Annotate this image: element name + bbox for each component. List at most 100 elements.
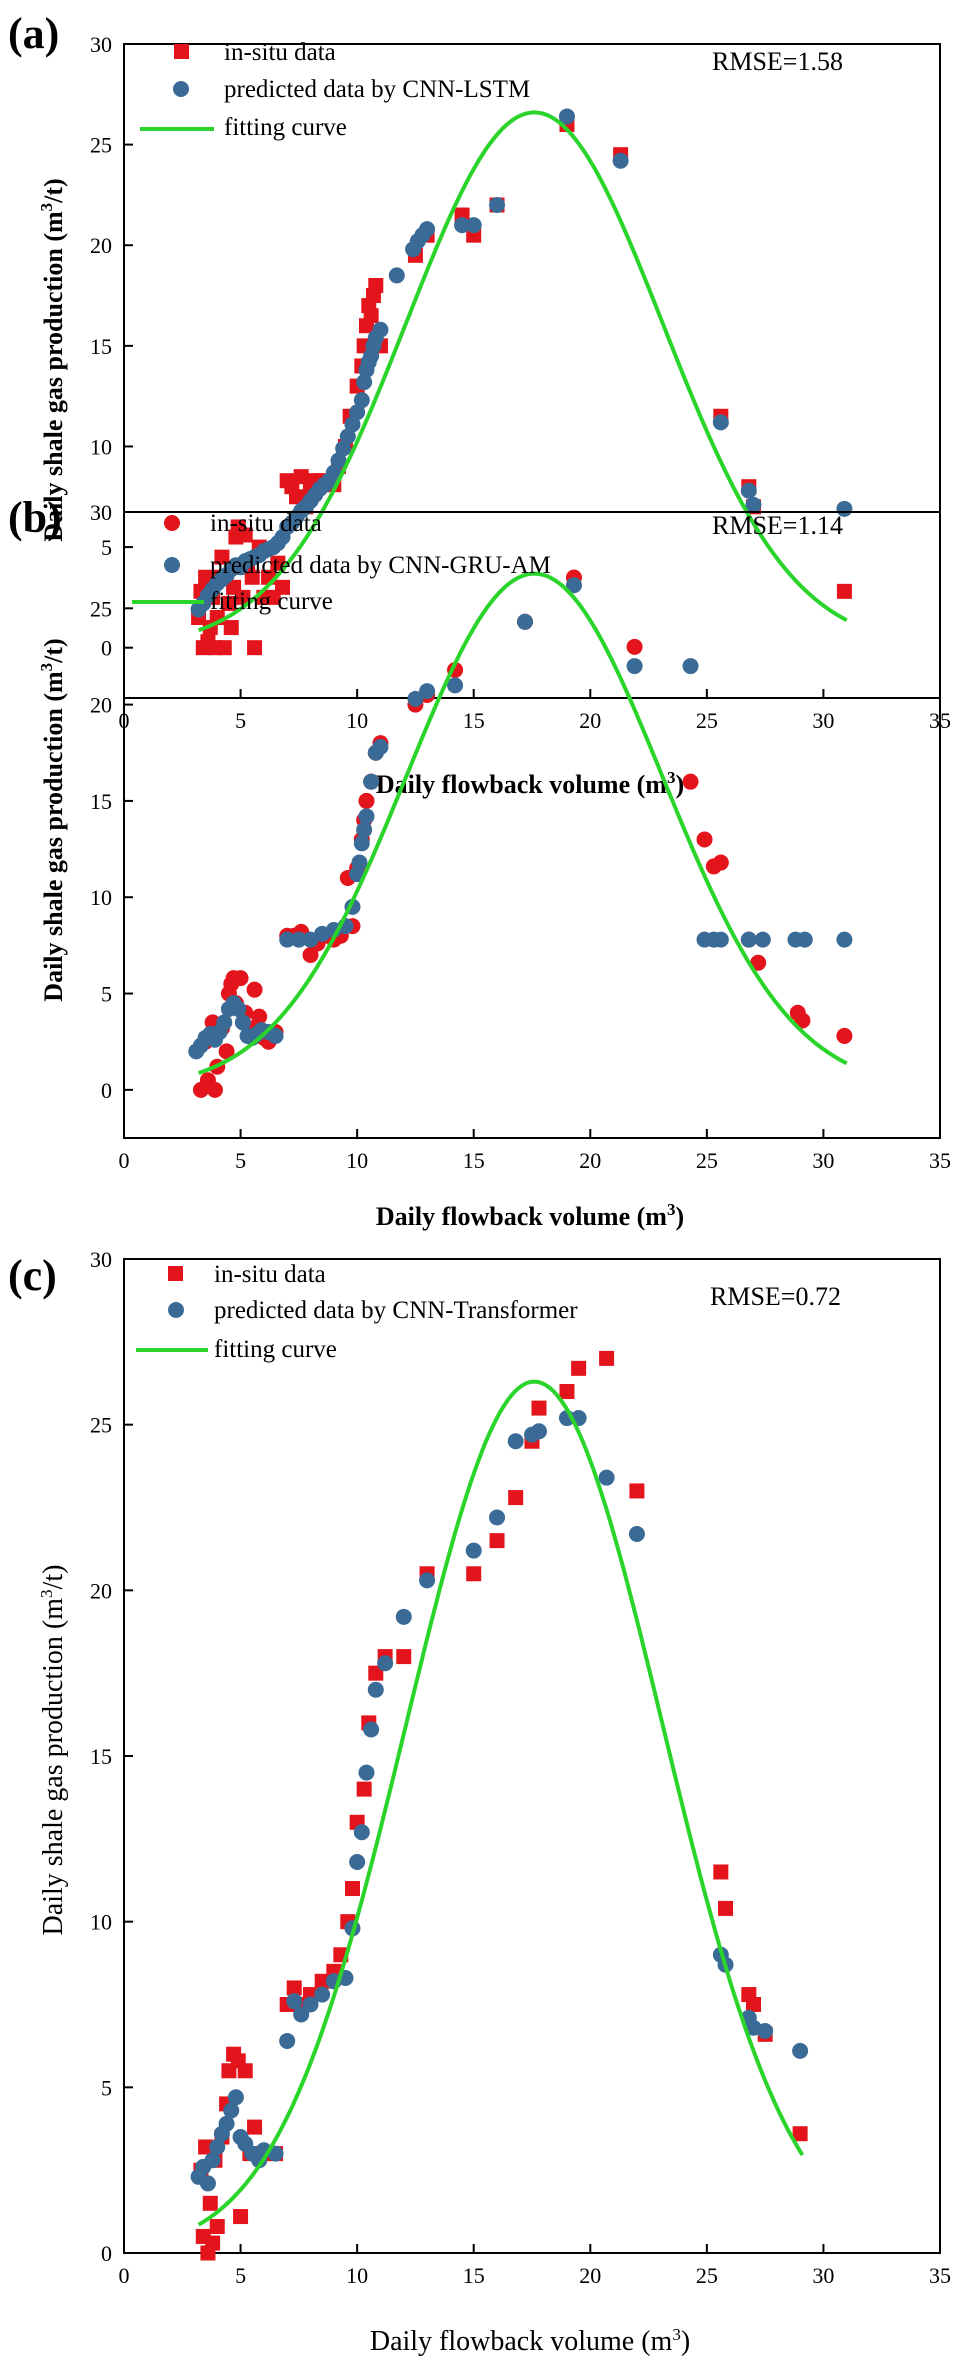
y-tick-label: 5 xyxy=(101,2075,112,2100)
x-tick-label: 5 xyxy=(235,1148,246,1173)
insitu-point xyxy=(218,1043,235,1060)
predicted-point xyxy=(267,1027,284,1044)
insitu-point xyxy=(368,1665,384,1681)
plot-area-a xyxy=(123,43,941,699)
y-tick-labels-c: 0 5 10 15 20 25 30 xyxy=(90,1247,112,2266)
predicted-point xyxy=(754,931,771,948)
y-tick-label: 30 xyxy=(90,500,112,525)
predicted-point xyxy=(209,2138,226,2155)
predicted-point xyxy=(712,414,729,431)
legend-label-predicted: predicted data by CNN-GRU-AM xyxy=(210,552,551,579)
fitting-curve xyxy=(197,571,848,1075)
insitu-point xyxy=(794,1012,811,1029)
insitu-point xyxy=(247,2119,263,2135)
insitu-point xyxy=(696,831,713,848)
x-tick-label: 0 xyxy=(119,1148,130,1173)
insitu-point xyxy=(508,1490,524,1506)
legend-label-fit: fitting curve xyxy=(214,1336,337,1363)
y-tick-label: 10 xyxy=(90,1910,112,1935)
x-tick-label: 15 xyxy=(463,2263,485,2288)
legend-label-insitu: in-situ data xyxy=(214,1261,326,1288)
y-tick-label: 0 xyxy=(101,1078,112,1103)
predicted-point xyxy=(325,464,342,481)
legend-label-fit: fitting curve xyxy=(210,588,333,615)
x-tick-label: 25 xyxy=(696,708,718,733)
y-tick-label: 30 xyxy=(90,32,112,57)
predicted-point xyxy=(740,482,757,499)
x-tick-label: 10 xyxy=(346,1148,368,1173)
predicted-point xyxy=(419,221,436,238)
insitu-point xyxy=(363,308,379,324)
predicted-point xyxy=(372,738,389,755)
legend-marker-predicted xyxy=(173,81,189,97)
predicted-point xyxy=(353,392,370,409)
y-tick-label: 25 xyxy=(90,1413,112,1438)
legend-marker-insitu xyxy=(174,44,189,59)
legend-label-predicted: predicted data by CNN-Transformer xyxy=(214,1297,578,1324)
predicted-point xyxy=(407,690,424,707)
fitting-curve xyxy=(197,110,848,633)
predicted-point xyxy=(517,613,534,630)
legend-label-predicted: predicted data by CNN-LSTM xyxy=(224,76,530,103)
insitu-point xyxy=(237,527,253,543)
x-tick-label: 15 xyxy=(463,1148,485,1173)
x-tick-label: 20 xyxy=(579,1148,601,1173)
legend-label-fit: fitting curve xyxy=(224,114,347,141)
x-tick-label: 30 xyxy=(812,2263,834,2288)
predicted-point xyxy=(628,1526,645,1543)
x-axis-title-a: Daily flowback volume (m3) xyxy=(376,768,684,799)
predicted-point xyxy=(363,1721,380,1738)
y-tick-label: 25 xyxy=(90,596,112,621)
predicted-point xyxy=(530,1423,547,1440)
predicted-point xyxy=(388,267,405,284)
predicted-point xyxy=(796,931,813,948)
insitu-point xyxy=(531,1400,547,1416)
predicted-point xyxy=(377,1655,394,1672)
plot-frame-a xyxy=(123,43,941,699)
legend-b: in-situ data predicted data by CNN-GRU-A… xyxy=(132,510,551,615)
legend-c: in-situ data predicted data by CNN-Trans… xyxy=(136,1261,578,1363)
fitting-curve xyxy=(197,1379,805,2227)
y-axis-title-b: Daily shale gas production (m3/t) xyxy=(37,638,68,1001)
panel-a: (a) 0 5 10 15 20 25 30 0 5 10 15 20 25 3… xyxy=(8,9,951,799)
y-tick-labels-a: 0 5 10 15 20 25 30 xyxy=(90,32,112,661)
panel-b: (b) 0 5 10 15 20 25 30 0 5 10 15 20 25 3… xyxy=(8,493,951,1231)
predicted-point xyxy=(358,1764,375,1781)
plot-frame-b xyxy=(123,511,941,1139)
predicted-point xyxy=(290,931,307,948)
predicted-point xyxy=(356,821,373,838)
insitu-point xyxy=(489,1533,505,1549)
y-tick-label: 15 xyxy=(90,334,112,359)
predicted-point xyxy=(204,2152,221,2169)
y-tick-label: 10 xyxy=(90,434,112,459)
insitu-point xyxy=(214,549,230,565)
panel-c: (c) 0 5 10 15 20 25 30 0 5 10 15 20 25 3… xyxy=(8,1247,951,2357)
insitu-point xyxy=(682,773,699,790)
insitu-point xyxy=(559,1384,575,1400)
plot-area-b xyxy=(123,511,941,1139)
x-tick-label: 35 xyxy=(929,2263,951,2288)
x-tick-label: 0 xyxy=(119,2263,130,2288)
plot-area-c xyxy=(123,1258,941,2254)
y-axis-title-a: Daily shale gas production (m3/t) xyxy=(37,178,68,541)
series-c xyxy=(190,1350,809,2261)
x-tick-label: 5 xyxy=(235,2263,246,2288)
predicted-point xyxy=(349,404,366,421)
predicted-point xyxy=(339,428,356,445)
insitu-point xyxy=(205,2235,221,2251)
x-tick-label: 20 xyxy=(579,2263,601,2288)
insitu-point xyxy=(629,1483,645,1499)
predicted-point xyxy=(223,2102,240,2119)
legend-marker-insitu xyxy=(168,1266,183,1281)
predicted-point xyxy=(234,1014,251,1031)
x-tick-labels-c: 0 5 10 15 20 25 30 35 xyxy=(119,2263,952,2288)
insitu-point xyxy=(246,981,263,998)
predicted-point xyxy=(199,2175,216,2192)
x-tick-label: 30 xyxy=(812,708,834,733)
insitu-point xyxy=(718,1900,734,1916)
insitu-point xyxy=(836,1027,853,1044)
insitu-point xyxy=(275,579,291,595)
x-axis-title-c: Daily flowback volume (m3) xyxy=(370,2325,690,2357)
predicted-point xyxy=(395,1608,412,1625)
legend-label-insitu: in-situ data xyxy=(210,510,322,537)
